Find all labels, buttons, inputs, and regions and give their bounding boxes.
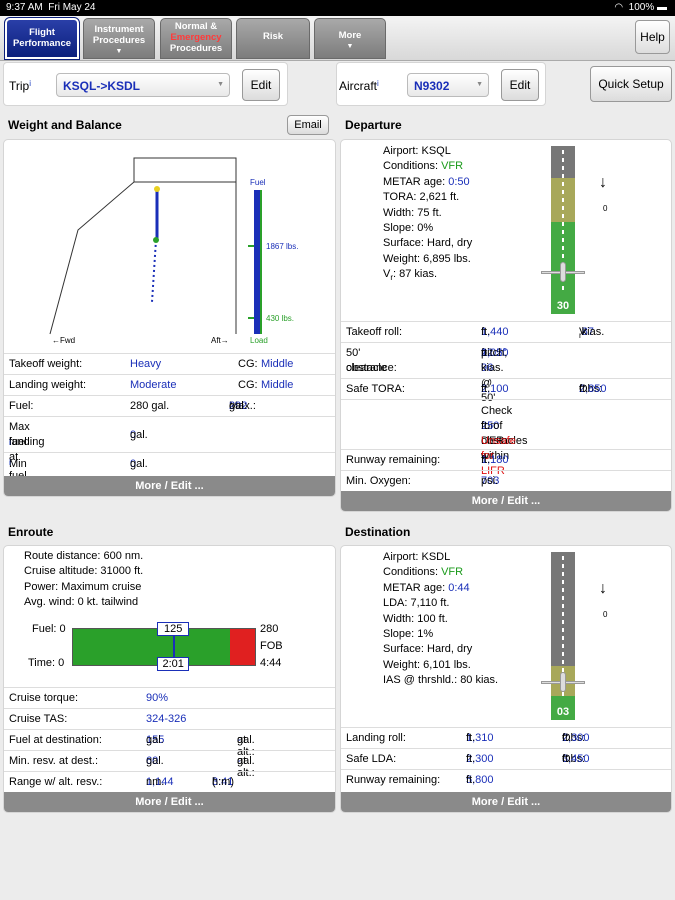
- wb-more-edit-button[interactable]: More / Edit ...: [4, 476, 335, 496]
- airplane-icon-body: [560, 262, 566, 282]
- dest-row-landing-roll: Landing roll: 1,310 ft. Obs: 2,300 ft.: [341, 727, 671, 748]
- time-bar-right-label: 4:44: [260, 657, 282, 669]
- fuel-used-value: 125: [157, 622, 190, 636]
- aircraft-label: Aircraft: [339, 79, 378, 93]
- status-bar: 9:37 AM Fri May 24 ◠ 100% ▬: [0, 0, 675, 16]
- info-icon[interactable]: i: [9, 458, 11, 467]
- enr-row-range: Range w/ alt. resv.: 1,144 nm. (3:41 h:m…: [4, 771, 335, 794]
- fuel-bar-right-label: 280: [260, 623, 279, 635]
- departure-runway: 30: [551, 146, 575, 314]
- enr-row-tas: Cruise TAS: 324-326: [4, 708, 335, 729]
- aft-label: Aft→: [211, 336, 229, 345]
- fuel-gauge-mid: 1867 lbs.: [266, 242, 299, 251]
- wb-title: Weight and Balance: [8, 118, 122, 132]
- destination-more-edit-button[interactable]: More / Edit ...: [341, 792, 671, 812]
- aircraft-toolbar: Aircrafti N9302 ▼ Edit: [336, 62, 546, 106]
- fuel-time-bar: [72, 628, 256, 666]
- destination-runway: 03: [551, 552, 575, 720]
- tab-more[interactable]: More ▼: [314, 18, 386, 59]
- aircraft-dropdown[interactable]: N9302 ▼: [407, 73, 489, 97]
- takeoff-cg-point: [154, 186, 160, 192]
- fuel-gauge-bar: [254, 190, 261, 334]
- aircraft-edit-button[interactable]: Edit: [501, 69, 539, 101]
- time-bar-left-label: Time: 0: [28, 657, 65, 669]
- enr-row-min-resv: Min. resv. at dest.: 60 gal. at alt.: - g…: [4, 750, 335, 779]
- dep-row-obstacle: 50' obstacle clearance: 2,020 ft. 12.5° p…: [341, 342, 671, 404]
- destination-panel: Airport: KSDL Conditions: VFR METAR age:…: [340, 545, 672, 813]
- info-icon[interactable]: i: [29, 79, 32, 88]
- info-icon[interactable]: i: [377, 79, 379, 88]
- enroute-more-edit-button[interactable]: More / Edit ...: [4, 792, 335, 812]
- battery-level: 100%: [628, 2, 655, 13]
- chevron-down-icon: ▼: [476, 81, 483, 88]
- landing-cg-point: [153, 237, 159, 243]
- chevron-down-icon: ▼: [217, 81, 224, 88]
- wb-row-landing: Landing weight: Moderate CG: Middle: [4, 374, 335, 395]
- fuel-gauge-label: Fuel: [250, 178, 266, 187]
- info-icon[interactable]: i: [9, 438, 11, 447]
- email-button[interactable]: Email: [287, 115, 329, 135]
- wind-arrow-icon: ↓: [599, 580, 607, 597]
- caret-down-icon: ▼: [346, 43, 354, 50]
- time-used-value: 2:01: [157, 657, 190, 671]
- quick-setup-button[interactable]: Quick Setup: [590, 66, 672, 102]
- runway-number: 30: [556, 300, 570, 312]
- wb-envelope-chart: [49, 157, 262, 335]
- wb-row-minfuel: Min fuel usedi: 0 gal.: [4, 452, 335, 494]
- fob-label: FOB: [260, 640, 283, 652]
- enroute-title: Enroute: [8, 525, 54, 539]
- dep-row-warnings: Check for obstacles within 250 ft. of DER…: [341, 399, 671, 477]
- dep-row-runway-remaining: Runway remaining: 1,180 ft.: [341, 449, 671, 470]
- battery-icon: ▬: [657, 2, 667, 13]
- enr-row-fuel-dest: Fuel at destination: 155 gal. at alt.: - …: [4, 729, 335, 758]
- departure-panel: Airport: KSQL Conditions: VFR METAR age:…: [340, 139, 672, 512]
- load-label: Load: [250, 336, 268, 345]
- status-time: 9:37 AM: [6, 2, 43, 13]
- trip-edit-button[interactable]: Edit: [242, 69, 280, 101]
- wb-panel: Fuel 1867 lbs. 430 lbs. Load ←Fwd Aft→ T…: [3, 139, 336, 497]
- caret-down-icon: ▼: [115, 48, 123, 55]
- dest-row-runway-remaining: Runway remaining: 5,800 ft.: [341, 769, 671, 794]
- destination-info: Airport: KSDL Conditions: VFR METAR age:…: [383, 551, 499, 687]
- tab-bar: Flight Performance Instrument Procedures ▼…: [0, 16, 675, 61]
- wb-row-maxfuel: Max fuel at landing i: 0 gal.: [4, 416, 335, 463]
- wind-value: 0: [603, 204, 608, 213]
- tab-risk[interactable]: Risk: [236, 18, 310, 59]
- wind-arrow-icon: ↓: [599, 174, 607, 191]
- dep-row-oxygen: Min. Oxygen: 703 psi.: [341, 470, 671, 492]
- dep-row-safe-tora: Safe TORA: 2,100 ft. Obs: 2,850 ft.: [341, 378, 671, 399]
- enroute-panel: Route distance: 600 nm. Cruise altitude:…: [3, 545, 336, 813]
- wifi-icon: ◠: [614, 2, 624, 13]
- dest-row-safe-lda: Safe LDA: 2,300 ft. Obs: 3,450 ft.: [341, 748, 671, 769]
- fwd-label: ←Fwd: [52, 336, 76, 345]
- tab-normal-emergency[interactable]: Normal & Emergency Procedures: [160, 18, 232, 59]
- wind-value: 0: [603, 610, 608, 619]
- enr-row-torque: Cruise torque: 90%: [4, 687, 335, 708]
- help-button[interactable]: Help: [635, 20, 670, 54]
- status-date: Fri May 24: [48, 2, 96, 13]
- tab-flight-performance[interactable]: Flight Performance: [4, 17, 80, 60]
- trip-toolbar: Tripi KSQL->KSDL ▼ Edit: [3, 62, 288, 106]
- enroute-info: Route distance: 600 nm. Cruise altitude:…: [24, 550, 144, 609]
- fuel-reserve-segment: [229, 629, 255, 665]
- fuel-used-marker: [173, 629, 176, 665]
- airplane-icon-body: [560, 672, 566, 692]
- fuel-bar-left-label: Fuel: 0: [32, 623, 66, 635]
- departure-info: Airport: KSQL Conditions: VFR METAR age:…: [383, 145, 473, 283]
- departure-title: Departure: [345, 118, 402, 132]
- departure-more-edit-button[interactable]: More / Edit ...: [341, 491, 671, 511]
- destination-title: Destination: [345, 525, 411, 539]
- tab-instrument-procedures[interactable]: Instrument Procedures ▼: [83, 18, 155, 59]
- trip-label: Trip: [9, 79, 30, 93]
- wb-row-takeoff: Takeoff weight: Heavy CG: Middle: [4, 353, 335, 374]
- fuel-gauge-low: 430 lbs.: [266, 314, 295, 323]
- unsafe-warning: Unsafe for LIFR: [481, 435, 516, 477]
- runway-number: 03: [556, 706, 570, 718]
- trip-dropdown[interactable]: KSQL->KSDL ▼: [56, 73, 230, 97]
- wb-row-fuel: Fuel: 280 gal. Max.: 292 gal.: [4, 395, 335, 416]
